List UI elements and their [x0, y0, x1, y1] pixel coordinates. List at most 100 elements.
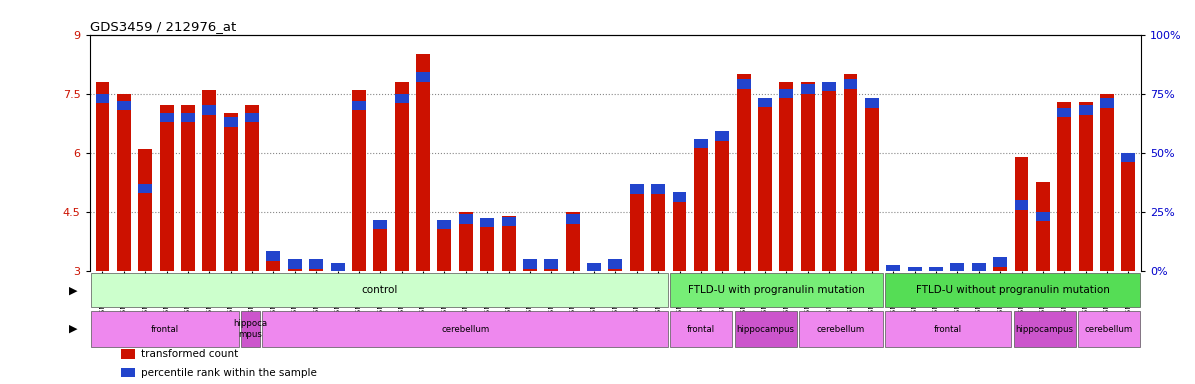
Text: control: control	[361, 285, 398, 295]
Bar	[929, 267, 943, 271]
Bar	[565, 214, 580, 224]
Bar	[180, 113, 195, 122]
Bar	[670, 273, 883, 307]
Bar	[884, 273, 1140, 307]
Bar	[241, 311, 261, 347]
Bar	[545, 259, 558, 269]
Bar	[1101, 98, 1114, 108]
Bar	[117, 101, 130, 110]
Bar	[716, 131, 729, 141]
Bar	[502, 217, 515, 226]
Bar	[502, 216, 515, 271]
Bar	[822, 82, 836, 91]
Bar	[1036, 182, 1050, 271]
Bar	[908, 267, 921, 276]
Bar	[758, 98, 772, 271]
Bar	[523, 259, 537, 269]
Bar	[245, 113, 259, 122]
Bar	[96, 94, 110, 103]
Bar	[1058, 108, 1071, 118]
Bar	[779, 89, 793, 98]
Bar	[865, 98, 878, 271]
Bar	[480, 218, 494, 271]
Bar	[716, 131, 729, 271]
Text: frontal: frontal	[687, 324, 716, 333]
Bar	[180, 106, 195, 271]
Bar	[1013, 311, 1076, 347]
Bar	[865, 98, 878, 108]
Text: cerebellum: cerebellum	[816, 324, 865, 333]
Bar	[694, 139, 707, 149]
Bar	[735, 311, 797, 347]
Bar	[801, 84, 815, 94]
Bar	[673, 192, 686, 271]
Bar	[288, 259, 302, 271]
Bar	[266, 251, 281, 261]
Bar	[288, 259, 302, 269]
Bar	[822, 82, 836, 271]
Bar	[331, 263, 344, 271]
Text: frontal: frontal	[151, 324, 179, 333]
Text: percentile rank within the sample: percentile rank within the sample	[141, 367, 317, 377]
Bar	[353, 90, 366, 271]
Bar	[887, 265, 900, 271]
Bar	[1015, 157, 1029, 271]
Bar	[96, 82, 110, 271]
Bar	[263, 311, 668, 347]
Bar	[993, 257, 1007, 271]
Text: cerebellum: cerebellum	[1085, 324, 1133, 333]
Bar	[993, 257, 1007, 266]
Bar	[160, 106, 173, 271]
Bar	[972, 263, 986, 273]
Bar	[673, 192, 686, 202]
Bar	[670, 311, 733, 347]
Bar	[310, 259, 323, 271]
Bar	[737, 79, 750, 89]
Bar	[121, 349, 135, 359]
Bar	[223, 113, 238, 271]
Bar	[884, 311, 1011, 347]
Bar	[1101, 94, 1114, 271]
Bar	[651, 184, 666, 194]
Bar	[950, 263, 964, 273]
Bar	[310, 259, 323, 269]
Bar	[394, 82, 409, 271]
Bar	[1079, 106, 1092, 115]
Bar	[1078, 311, 1140, 347]
Text: hippocampus: hippocampus	[736, 324, 795, 333]
Bar	[202, 106, 216, 115]
Text: FTLD-U with progranulin mutation: FTLD-U with progranulin mutation	[688, 285, 865, 295]
Bar	[331, 263, 344, 273]
Bar	[416, 54, 430, 271]
Bar	[1058, 101, 1071, 271]
Bar	[223, 118, 238, 127]
Bar	[353, 101, 366, 110]
Bar	[202, 90, 216, 271]
Bar	[929, 267, 943, 276]
Bar	[437, 220, 452, 271]
Bar	[630, 184, 644, 194]
Bar	[608, 259, 623, 269]
Bar	[1121, 153, 1135, 162]
Text: FTLD-U without progranulin mutation: FTLD-U without progranulin mutation	[915, 285, 1109, 295]
Bar	[694, 139, 707, 271]
Bar	[91, 273, 668, 307]
Bar	[373, 220, 387, 229]
Bar	[139, 184, 152, 193]
Text: ▶: ▶	[68, 324, 76, 334]
Bar	[887, 265, 900, 275]
Bar	[630, 184, 644, 271]
Bar	[908, 267, 921, 271]
Bar	[121, 368, 135, 377]
Text: GDS3459 / 212976_at: GDS3459 / 212976_at	[90, 20, 235, 33]
Bar	[459, 212, 473, 271]
Bar	[799, 311, 883, 347]
Bar	[1036, 212, 1050, 221]
Bar	[587, 263, 601, 273]
Text: transformed count: transformed count	[141, 349, 239, 359]
Bar	[608, 259, 623, 271]
Bar	[1121, 153, 1135, 271]
Bar	[779, 82, 793, 271]
Text: frontal: frontal	[934, 324, 962, 333]
Bar	[416, 73, 430, 82]
